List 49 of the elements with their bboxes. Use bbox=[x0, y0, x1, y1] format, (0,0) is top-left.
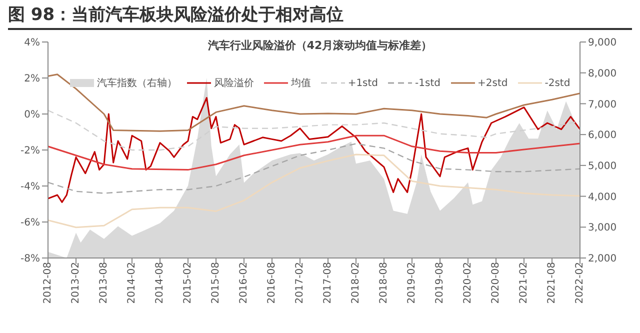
y-tick-label: -2% bbox=[20, 146, 40, 157]
x-tick-label: 2017-08 bbox=[322, 262, 334, 304]
y2-tick-label: 4,000 bbox=[588, 192, 617, 203]
y2-tick-label: 9,000 bbox=[588, 38, 617, 49]
x-tick-label: 2016-08 bbox=[266, 262, 278, 304]
chart-title: 图 98：当前汽车板块风险溢价处于相对高位 bbox=[8, 4, 632, 30]
x-tick-label: 2021-02 bbox=[518, 262, 530, 304]
y-tick-label: -8% bbox=[20, 254, 40, 265]
y2-tick-label: 7,000 bbox=[588, 99, 617, 110]
x-tick-label: 2019-08 bbox=[434, 262, 446, 304]
y2-tick-label: 8,000 bbox=[588, 68, 617, 80]
y-tick-label: -6% bbox=[20, 218, 40, 229]
legend-label: 风险溢价 bbox=[214, 77, 254, 90]
legend-label: -2std bbox=[544, 78, 570, 88]
x-tick-label: 2019-02 bbox=[406, 262, 418, 304]
line-series bbox=[48, 134, 580, 171]
x-tick-label: 2016-02 bbox=[238, 262, 250, 304]
y2-tick-label: 2,000 bbox=[588, 254, 617, 265]
x-tick-label: 2015-08 bbox=[210, 262, 222, 304]
x-tick-label: 2015-02 bbox=[182, 262, 194, 304]
x-tick-label: 2018-02 bbox=[350, 262, 362, 304]
x-tick-label: 2014-08 bbox=[154, 262, 166, 304]
x-tick-label: 2022-02 bbox=[574, 262, 586, 304]
x-tick-label: 2018-08 bbox=[378, 262, 390, 304]
x-tick-label: 2020-08 bbox=[490, 262, 502, 304]
x-tick-label: 2013-02 bbox=[70, 262, 82, 304]
y2-tick-label: 6,000 bbox=[588, 130, 617, 142]
y-tick-label: -4% bbox=[20, 182, 40, 193]
legend-label: 汽车指数（右轴） bbox=[96, 76, 177, 90]
y2-tick-label: 3,000 bbox=[588, 222, 617, 234]
y-tick-label: 4% bbox=[24, 38, 40, 49]
x-tick-label: 2013-08 bbox=[98, 262, 110, 304]
line-series bbox=[48, 154, 580, 228]
x-tick-label: 2020-02 bbox=[462, 262, 474, 304]
y-tick-label: 0% bbox=[24, 110, 40, 121]
y-tick-label: 2% bbox=[24, 74, 40, 85]
x-tick-label: 2014-02 bbox=[126, 262, 138, 304]
line-series bbox=[48, 143, 580, 194]
line-series bbox=[48, 74, 580, 132]
legend-label: +1std bbox=[348, 78, 378, 88]
x-tick-label: 2017-02 bbox=[294, 262, 306, 304]
x-tick-label: 2021-08 bbox=[546, 262, 558, 304]
legend-label: +2std bbox=[478, 78, 508, 88]
line-series bbox=[48, 97, 580, 203]
y2-tick-label: 5,000 bbox=[588, 160, 617, 172]
legend-label: 均值 bbox=[290, 77, 311, 90]
x-tick-label: 2012-08 bbox=[42, 262, 54, 304]
legend-label: -1std bbox=[415, 78, 440, 88]
chart-subtitle: 汽车行业风险溢价（42月滚动均值与标准差） bbox=[208, 39, 432, 52]
